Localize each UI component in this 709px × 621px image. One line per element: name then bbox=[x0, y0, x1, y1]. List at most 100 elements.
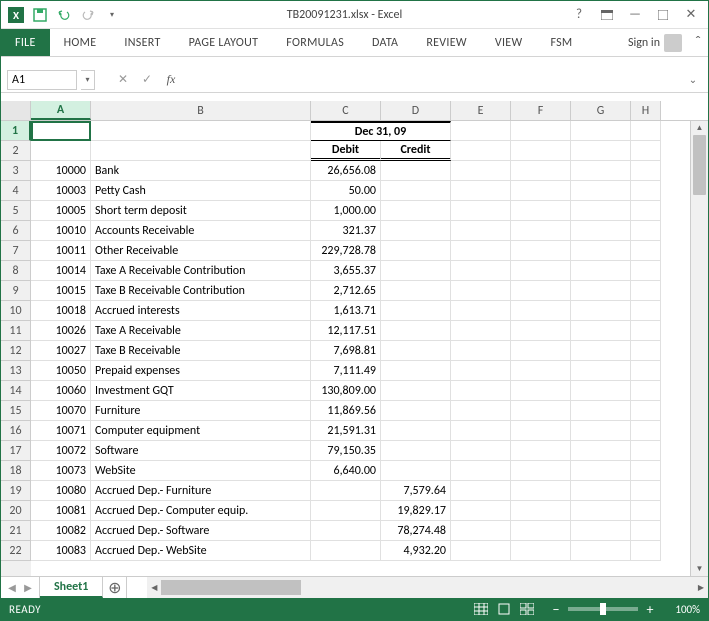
row-header[interactable]: 21 bbox=[1, 521, 31, 541]
cell[interactable]: Taxe A Receivable bbox=[91, 321, 311, 341]
row-header[interactable]: 11 bbox=[1, 321, 31, 341]
row-header[interactable]: 9 bbox=[1, 281, 31, 301]
cell[interactable]: 10011 bbox=[31, 241, 91, 261]
expand-formula-icon[interactable]: ⌄ bbox=[684, 73, 702, 86]
cell[interactable]: 10082 bbox=[31, 521, 91, 541]
cell[interactable]: Taxe A Receivable Contribution bbox=[91, 261, 311, 281]
cell[interactable] bbox=[571, 361, 631, 381]
save-icon[interactable] bbox=[29, 4, 51, 26]
row-header[interactable]: 12 bbox=[1, 341, 31, 361]
cell[interactable] bbox=[511, 421, 571, 441]
row-header[interactable]: 8 bbox=[1, 261, 31, 281]
cell[interactable]: Accrued Dep.- Computer equip. bbox=[91, 501, 311, 521]
cell[interactable] bbox=[631, 261, 661, 281]
cell[interactable]: 10083 bbox=[31, 541, 91, 561]
cell[interactable]: 7,111.49 bbox=[311, 361, 381, 381]
cell[interactable] bbox=[511, 261, 571, 281]
cell[interactable] bbox=[381, 461, 451, 481]
cell[interactable]: Bank bbox=[91, 161, 311, 181]
cell[interactable]: 78,274.48 bbox=[381, 521, 451, 541]
cell[interactable]: Accrued Dep.- Furniture bbox=[91, 481, 311, 501]
cell[interactable] bbox=[451, 461, 511, 481]
cell[interactable]: 10018 bbox=[31, 301, 91, 321]
cell[interactable]: 10027 bbox=[31, 341, 91, 361]
cell[interactable]: 10072 bbox=[31, 441, 91, 461]
cell[interactable] bbox=[511, 501, 571, 521]
cell[interactable] bbox=[451, 241, 511, 261]
row-header[interactable]: 4 bbox=[1, 181, 31, 201]
cell[interactable] bbox=[631, 161, 661, 181]
cell[interactable] bbox=[91, 141, 311, 161]
cell[interactable] bbox=[451, 381, 511, 401]
cell[interactable] bbox=[381, 421, 451, 441]
cell[interactable] bbox=[381, 261, 451, 281]
zoom-track[interactable] bbox=[568, 607, 638, 611]
cell[interactable]: 4,932.20 bbox=[381, 541, 451, 561]
cell[interactable] bbox=[571, 121, 631, 141]
cell[interactable]: 50.00 bbox=[311, 181, 381, 201]
signin[interactable]: Sign in bbox=[622, 29, 688, 56]
tab-fsm[interactable]: FSM bbox=[536, 29, 586, 56]
cell[interactable] bbox=[381, 401, 451, 421]
cell[interactable] bbox=[451, 181, 511, 201]
cell[interactable]: Taxe B Receivable bbox=[91, 341, 311, 361]
cell[interactable] bbox=[511, 221, 571, 241]
collapse-ribbon-icon[interactable]: ˆ bbox=[688, 29, 708, 56]
cell[interactable]: Investment GQT bbox=[91, 381, 311, 401]
cell[interactable] bbox=[511, 141, 571, 161]
tab-review[interactable]: REVIEW bbox=[412, 29, 481, 56]
cell[interactable] bbox=[381, 241, 451, 261]
horizontal-scrollbar[interactable]: ◀ ▶ bbox=[147, 577, 708, 598]
cell[interactable]: Accounts Receivable bbox=[91, 221, 311, 241]
cell[interactable] bbox=[451, 301, 511, 321]
cell[interactable]: Accrued Dep.- WebSite bbox=[91, 541, 311, 561]
row-header[interactable]: 5 bbox=[1, 201, 31, 221]
cell[interactable]: Dec 31, 09 bbox=[311, 121, 451, 141]
cell[interactable] bbox=[571, 341, 631, 361]
maximize-icon[interactable] bbox=[650, 5, 676, 25]
name-box[interactable] bbox=[7, 70, 77, 90]
cell[interactable] bbox=[571, 141, 631, 161]
tab-formulas[interactable]: FORMULAS bbox=[272, 29, 358, 56]
cell[interactable]: Prepaid expenses bbox=[91, 361, 311, 381]
cell[interactable] bbox=[381, 341, 451, 361]
cell[interactable]: 7,698.81 bbox=[311, 341, 381, 361]
row-header[interactable]: 1 bbox=[1, 121, 31, 141]
cell[interactable] bbox=[571, 481, 631, 501]
cell[interactable] bbox=[571, 461, 631, 481]
cell[interactable]: 10010 bbox=[31, 221, 91, 241]
page-break-view-icon[interactable] bbox=[516, 601, 538, 617]
cell[interactable] bbox=[571, 281, 631, 301]
col-header-E[interactable]: E bbox=[451, 101, 511, 120]
cell[interactable] bbox=[451, 441, 511, 461]
row-header[interactable]: 18 bbox=[1, 461, 31, 481]
cell[interactable] bbox=[451, 501, 511, 521]
page-layout-view-icon[interactable] bbox=[493, 601, 515, 617]
cell[interactable] bbox=[571, 521, 631, 541]
cell[interactable] bbox=[31, 121, 91, 141]
cell[interactable] bbox=[571, 501, 631, 521]
cell[interactable] bbox=[91, 121, 311, 141]
cell[interactable] bbox=[571, 421, 631, 441]
cell[interactable] bbox=[631, 481, 661, 501]
cell[interactable] bbox=[311, 541, 381, 561]
cell[interactable] bbox=[381, 281, 451, 301]
cell[interactable] bbox=[631, 381, 661, 401]
hscroll-thumb[interactable] bbox=[161, 580, 301, 595]
cell[interactable] bbox=[381, 381, 451, 401]
excel-icon[interactable]: X bbox=[5, 4, 27, 26]
cell[interactable] bbox=[571, 261, 631, 281]
cell[interactable]: 321.37 bbox=[311, 221, 381, 241]
col-header-H[interactable]: H bbox=[631, 101, 661, 120]
cell[interactable] bbox=[451, 201, 511, 221]
cell[interactable]: 10015 bbox=[31, 281, 91, 301]
cell[interactable] bbox=[381, 201, 451, 221]
tab-view[interactable]: VIEW bbox=[481, 29, 537, 56]
vertical-scrollbar[interactable]: ▲ ▼ bbox=[690, 121, 708, 576]
cell[interactable]: 7,579.64 bbox=[381, 481, 451, 501]
cell[interactable] bbox=[631, 121, 661, 141]
enter-formula-icon[interactable]: ✓ bbox=[137, 70, 157, 90]
grid-body[interactable]: 12345678910111213141516171819202122 Dec … bbox=[1, 121, 690, 576]
cell[interactable] bbox=[571, 441, 631, 461]
cell[interactable] bbox=[451, 121, 511, 141]
